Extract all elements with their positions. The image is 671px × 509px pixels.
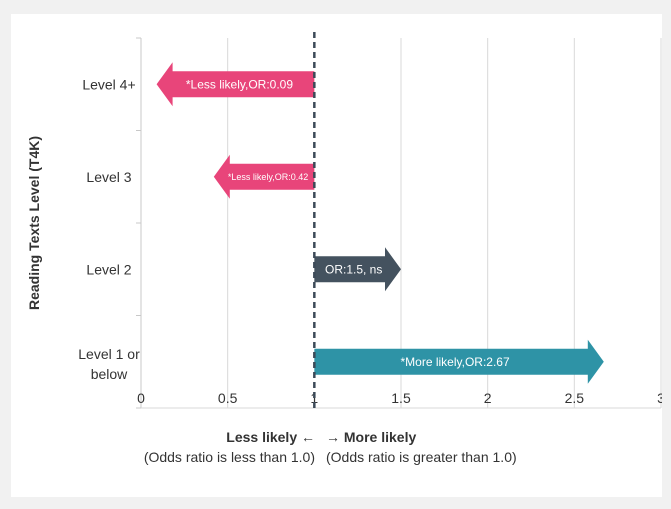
bar-data-label: *Less likely,OR:0.09 xyxy=(186,77,293,91)
x-tick-label: 2 xyxy=(484,390,492,406)
bar-arrow xyxy=(314,247,401,292)
bar-data-label: *More likely,OR:2.67 xyxy=(400,355,509,369)
bar-arrow xyxy=(314,339,604,384)
x-tick-label: 2.5 xyxy=(565,390,585,406)
y-category-label: below xyxy=(91,366,128,382)
y-category-label: Level 4+ xyxy=(82,76,135,92)
legend-more-arrow-icon: → xyxy=(326,429,340,445)
legend-less: Less likely ← (Odds ratio is less than 1… xyxy=(144,427,315,467)
chart-panel: 0 0.5 1 1.5 2 2.5 3 Level 4+ Level 3 Level 2 Level… xyxy=(11,14,662,497)
bar-data-label: *Less likely,OR:0.42 xyxy=(228,172,308,182)
bar-data-label: OR:1.5, ns xyxy=(325,262,382,276)
legend-less-note: (Odds ratio is less than 1.0) xyxy=(143,449,315,465)
x-tick-label: 1.5 xyxy=(391,390,411,406)
x-tick-label: 0.5 xyxy=(218,390,238,406)
x-tick-label: 0 xyxy=(137,390,145,406)
legend-less-arrow-icon: ← xyxy=(301,429,315,445)
y-category-label: Level 1 or xyxy=(78,346,140,362)
bar-arrow xyxy=(156,62,315,107)
y-axis-title: Reading Texts Level (T4K) xyxy=(26,136,42,310)
bar-arrow xyxy=(213,154,315,199)
legend-more-note: (Odds ratio is greater than 1.0) xyxy=(326,449,517,465)
x-tick-label: 3 xyxy=(657,390,662,406)
legend-more: → More likely (Odds ratio is greater tha… xyxy=(326,427,517,467)
y-category-label: Level 3 xyxy=(86,169,131,185)
y-category-label: Level 2 xyxy=(86,261,131,277)
legend-less-title: Less likely xyxy=(226,429,298,445)
odds-ratio-chart: 0 0.5 1 1.5 2 2.5 3 Level 4+ Level 3 Level 2 Level… xyxy=(26,32,662,409)
legend-more-title: More likely xyxy=(343,429,417,445)
x-tick-label: 1 xyxy=(310,390,318,406)
